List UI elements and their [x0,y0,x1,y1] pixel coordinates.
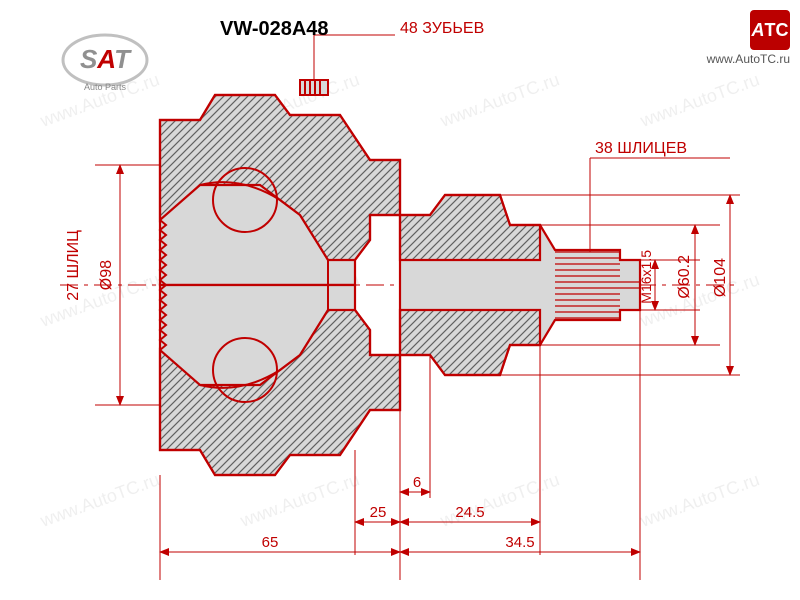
dim-d3: Ø104 [712,258,730,297]
dim-h2: 25 [358,504,398,521]
part-number: VW-028A48 [220,18,329,41]
dim-h1: 6 [405,474,429,491]
dim-thread: M16x1.5 [638,250,654,304]
dim-d2: Ø60.2 [676,255,694,299]
dim-d1: Ø98 [98,260,116,290]
technical-drawing [0,0,800,600]
dim-h4: 65 [240,534,300,551]
dim-h3: 24.5 [440,504,500,521]
callout-splines-right: 38 ШЛИЦЕВ [595,140,687,158]
drawing-canvas: { "part_number": "VW-028A48", "watermark… [0,0,800,600]
callout-splines-left: 27 ШЛИЦ [65,230,83,301]
callout-teeth: 48 ЗУБЬЕВ [400,20,484,38]
dim-h5: 34.5 [490,534,550,551]
